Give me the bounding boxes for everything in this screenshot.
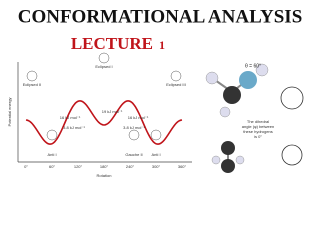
- x-tick-label: 0°: [24, 164, 28, 169]
- x-tick-label: 60°: [49, 164, 55, 169]
- newman-projection: [280, 86, 304, 110]
- peak-label: Eclipsed II: [23, 82, 41, 87]
- trough-label: Anti I: [151, 152, 160, 157]
- y-axis-label: Potential energy: [7, 98, 12, 127]
- angle-label: θ = 60°: [245, 63, 261, 69]
- newman-projection: [98, 52, 110, 64]
- trough-label: Gauche II: [125, 152, 142, 157]
- title: CONFORMATIONAL ANALYSIS: [18, 6, 303, 27]
- carbon: [223, 86, 241, 104]
- x-tick-label: 360°: [178, 164, 187, 169]
- energy-label: 3.8 kJ mol⁻¹: [123, 125, 145, 130]
- lecture-number: 1: [159, 38, 165, 52]
- x-tick-label: 240°: [126, 164, 135, 169]
- newman-projection: [150, 129, 162, 141]
- energy-label: 16 kJ mol⁻¹: [128, 115, 149, 120]
- models: θ = 60°: [205, 63, 304, 173]
- hydrogen: [211, 155, 221, 165]
- energy-label: 19 kJ mol⁻¹: [102, 109, 123, 114]
- trough-label: Anti I: [47, 152, 56, 157]
- carbon: [239, 71, 257, 89]
- peak-label: Eclipsed I: [95, 64, 112, 69]
- newman-projection: [170, 70, 182, 82]
- x-tick-label: 300°: [152, 164, 161, 169]
- newman-projection: [281, 144, 303, 166]
- caption-line: angle (φ) between: [242, 124, 274, 129]
- newman-projection: [128, 129, 140, 141]
- hydrogen: [255, 63, 269, 77]
- energy-diagram: Potential energy Rotation 0° 60° 120° 180° 2…: [7, 52, 192, 178]
- caption-line: these hydrogens: [243, 129, 273, 134]
- hydrogen: [235, 155, 245, 165]
- x-axis-label: Rotation: [97, 173, 112, 178]
- x-tick-label: 180°: [100, 164, 109, 169]
- newman-projection: [26, 70, 38, 82]
- energy-label: 16 kJ mol⁻¹: [60, 115, 81, 120]
- carbon: [221, 159, 235, 173]
- hydrogen: [219, 106, 231, 118]
- peak-label: Eclipsed III: [166, 82, 186, 87]
- x-tick-label: 120°: [74, 164, 83, 169]
- carbon: [221, 141, 235, 155]
- thumbnail: CONFORMATIONAL ANALYSIS LECTURE 1 Potent…: [0, 0, 320, 180]
- background: [0, 0, 320, 180]
- caption-line: The dihedral: [247, 119, 269, 124]
- newman-projection: [46, 129, 58, 141]
- subtitle: LECTURE: [71, 34, 153, 53]
- energy-label: 3.8 kJ mol⁻¹: [63, 125, 85, 130]
- caption-line: is 0°: [254, 134, 262, 139]
- energy-curve: [25, 100, 183, 145]
- hydrogen: [205, 71, 219, 85]
